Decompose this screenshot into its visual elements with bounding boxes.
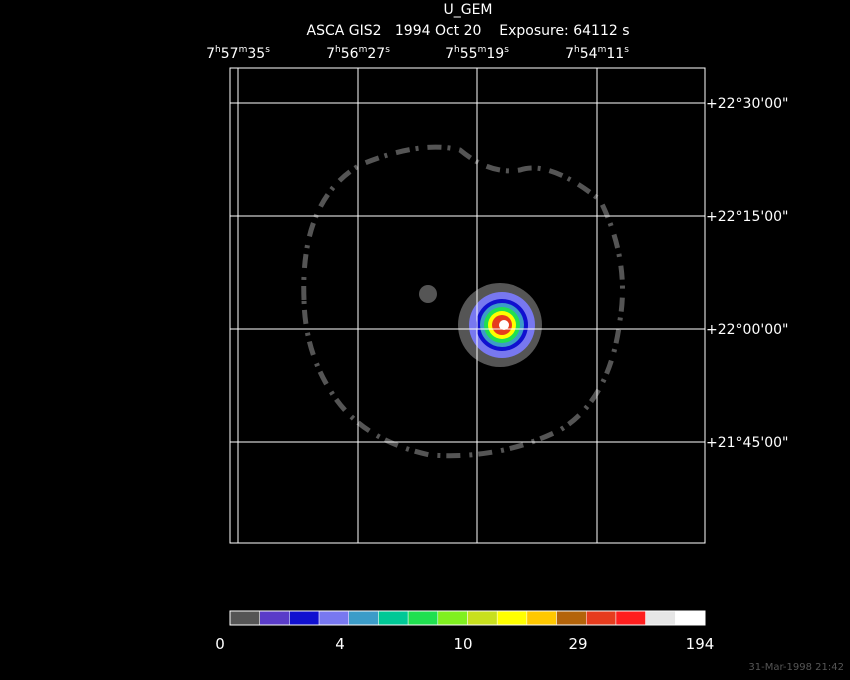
- ra-unit: h: [335, 45, 341, 55]
- ra-value: 55: [460, 46, 478, 62]
- colorbar-label: 194: [686, 635, 715, 653]
- colorbar-swatch: [615, 610, 646, 626]
- timestamp: 31-Mar-1998 21:42: [748, 662, 844, 673]
- subtitle: ASCA GIS2 1994 Oct 20 Exposure: 64112 s: [307, 23, 630, 39]
- colorbar-swatch: [586, 610, 617, 626]
- colorbar-frame: [229, 610, 706, 626]
- dec-label: +22°00'00": [706, 322, 788, 338]
- ra-unit: s: [624, 45, 629, 55]
- colorbar-swatch: [556, 610, 587, 626]
- ra-value: 27: [367, 46, 385, 62]
- colorbar-label: 4: [335, 635, 345, 653]
- image: [301, 144, 625, 459]
- colorbar-swatch: [259, 610, 290, 626]
- ra-unit: h: [215, 45, 221, 55]
- ra-unit: h: [454, 45, 460, 55]
- ra-unit: m: [478, 45, 487, 55]
- colorbar-swatch: [229, 610, 260, 626]
- ra-unit: s: [504, 45, 509, 55]
- ra-value: 54: [580, 46, 598, 62]
- ra-value: 7: [565, 46, 574, 62]
- dec-label: +21°45'00": [706, 435, 788, 451]
- dec-label: +22°30'00": [706, 96, 788, 112]
- ra-unit: m: [239, 45, 248, 55]
- detector-ring: [301, 144, 625, 459]
- colorbar-swatch: [437, 610, 468, 626]
- colorbar-swatch: [348, 610, 379, 626]
- colorbar-swatch: [526, 610, 557, 626]
- ra-value: 11: [606, 46, 624, 62]
- colorbar-swatch: [318, 610, 349, 626]
- source: [499, 320, 509, 330]
- ra-value: 35: [247, 46, 265, 62]
- ra-label: 7h55m19s: [445, 45, 509, 62]
- frame: [229, 67, 706, 544]
- title: U_GEM: [443, 2, 492, 18]
- colorbar-label: 29: [568, 635, 587, 653]
- colorbar-swatch: [378, 610, 409, 626]
- colorbar-swatch: [496, 610, 528, 626]
- grid: [230, 68, 705, 543]
- colorbar-swatch: [289, 610, 320, 626]
- colorbar-swatch: [645, 610, 676, 626]
- ra-value: 7: [445, 46, 454, 62]
- ra-unit: s: [385, 45, 390, 55]
- colorbar-label: 0: [215, 635, 225, 653]
- dec-label: +22°15'00": [706, 209, 788, 225]
- ra-unit: m: [359, 45, 368, 55]
- ra-unit: m: [598, 45, 607, 55]
- ra-value: 19: [486, 46, 504, 62]
- ra-value: 7: [206, 46, 215, 62]
- blob: [419, 285, 437, 303]
- ra-unit: h: [574, 45, 580, 55]
- ra-value: 56: [341, 46, 359, 62]
- ra-value: 7: [326, 46, 335, 62]
- ra-value: 57: [221, 46, 239, 62]
- ra-label: 7h57m35s: [206, 45, 270, 62]
- colorbar-swatch: [407, 610, 439, 626]
- colorbar-label: 10: [453, 635, 472, 653]
- ra-label: 7h54m11s: [565, 45, 629, 62]
- colorbar-swatch: [675, 610, 706, 626]
- ra-unit: s: [265, 45, 270, 55]
- ra-label: 7h56m27s: [326, 45, 390, 62]
- colorbar-swatch: [467, 610, 498, 626]
